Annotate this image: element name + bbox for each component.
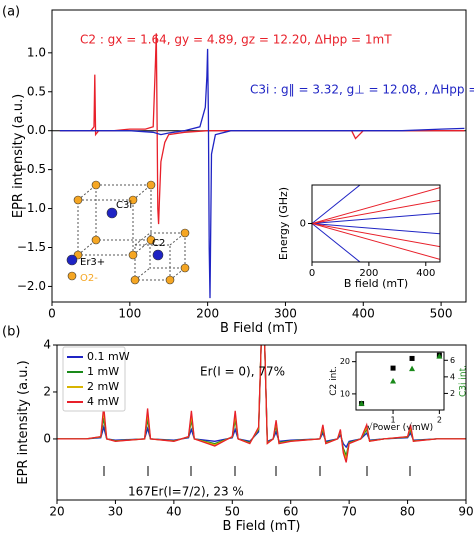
x-tick-label: 30 xyxy=(108,505,123,519)
y-axis-label: EPR intensity (a.u.) xyxy=(16,360,31,484)
y-tick-label: 0 xyxy=(300,219,306,230)
y-axis-label: C2 int. xyxy=(329,366,339,395)
series-line xyxy=(312,199,440,224)
x-axis-label: B field (mT) xyxy=(344,277,408,290)
annotation: C2 : gx = 1.64, gy = 4.89, gz = 12.20, Δ… xyxy=(80,33,392,47)
panel-label: (a) xyxy=(2,5,20,20)
y2-tick-label: 4 xyxy=(450,372,455,381)
series-line xyxy=(312,223,361,262)
x-tick-label: 50 xyxy=(225,505,240,519)
x-tick-label: 40 xyxy=(166,505,181,519)
marker xyxy=(409,365,416,372)
y-tick-label: 1.0 xyxy=(27,45,46,59)
series-line xyxy=(312,223,440,235)
x-tick-label: 500 xyxy=(430,307,453,321)
y2-tick-label: 2 xyxy=(450,389,455,398)
annotation: 167Er(I=7/2), 23 % xyxy=(128,485,244,499)
y-tick-label: −0.5 xyxy=(17,162,46,176)
axes-frame xyxy=(355,351,445,411)
inset-background xyxy=(356,352,444,410)
crystal-label: Er3+ xyxy=(80,257,105,268)
marker xyxy=(390,365,396,371)
legend-label: 1 mW xyxy=(87,365,119,378)
x-tick-label: 400 xyxy=(416,268,435,279)
x-axis-label: B Field (mT) xyxy=(223,519,301,534)
x-tick-label: 60 xyxy=(283,505,298,519)
y-tick-label: 4 xyxy=(43,338,51,352)
x-tick-label: 0 xyxy=(309,268,315,279)
y-tick-label: 0.5 xyxy=(27,84,46,98)
y-tick-label: 0.0 xyxy=(27,123,46,137)
marker xyxy=(436,353,443,359)
x-tick-label: 0 xyxy=(48,307,56,321)
y-tick-label: 20 xyxy=(340,357,350,366)
crystal-label: C3i xyxy=(116,200,132,211)
series-line xyxy=(57,345,466,463)
y-tick-label: −2.0 xyxy=(17,279,46,293)
series-line xyxy=(59,33,465,225)
inset-background xyxy=(312,185,440,262)
plot-area xyxy=(312,185,440,262)
y-tick-label: 2 xyxy=(43,384,51,398)
annotation: Er(I = 0), 77% xyxy=(200,365,285,379)
plot-area xyxy=(52,33,466,299)
x-tick-label: 400 xyxy=(352,307,375,321)
x-tick-label: 70 xyxy=(342,505,357,519)
axes-frame xyxy=(56,344,467,501)
x-axis-label: √Power (√mW) xyxy=(367,422,433,433)
annotation: C3i : g‖ = 3.32, g⊥ = 12.08, , ΔHpp = 1m… xyxy=(250,83,474,97)
x-axis-label: B Field (mT) xyxy=(220,321,298,336)
legend-box xyxy=(62,346,126,412)
series-line xyxy=(59,48,465,299)
marker xyxy=(390,378,397,384)
peak-arrows xyxy=(103,466,411,476)
x-tick-label: 20 xyxy=(49,505,64,519)
x-tick-label: 200 xyxy=(196,307,219,321)
y-tick-label: −1.5 xyxy=(17,240,46,254)
plot-area xyxy=(358,352,443,407)
plot-area xyxy=(57,345,466,463)
y-tick-label: 10 xyxy=(340,389,350,398)
x-tick-label: 100 xyxy=(118,307,141,321)
y-tick-label: 0 xyxy=(43,431,51,445)
x-tick-label: 200 xyxy=(359,268,378,279)
series-line xyxy=(312,185,361,224)
marker xyxy=(409,355,415,361)
y-axis-label: EPR intensity (a.u.) xyxy=(11,94,26,218)
x-tick-label: 1 xyxy=(391,415,396,424)
axes-frame xyxy=(51,9,467,303)
crystal-atoms xyxy=(66,180,190,285)
axes-frame xyxy=(311,184,441,263)
legend-label: 4 mW xyxy=(87,395,119,408)
series-line xyxy=(312,187,440,224)
y-axis-label: Energy (GHz) xyxy=(277,187,290,260)
y-tick-label: −1.0 xyxy=(17,201,46,215)
x-tick-label: 80 xyxy=(400,505,415,519)
legend-label: 0.1 mW xyxy=(87,350,130,363)
series-line xyxy=(312,212,440,224)
panel-label: (b) xyxy=(2,325,20,340)
y2-tick-label: 6 xyxy=(450,356,455,365)
x-tick-label: 300 xyxy=(274,307,297,321)
x-tick-label: 2 xyxy=(437,415,442,424)
series-line xyxy=(312,223,440,260)
series-line xyxy=(312,223,440,248)
legend-label: 2 mW xyxy=(87,380,119,393)
marker xyxy=(358,400,365,406)
y2-axis-label: C3i int. xyxy=(459,365,469,397)
crystal-label: O2- xyxy=(80,273,98,284)
crystal-label: C2 xyxy=(152,238,165,249)
x-tick-label: 90 xyxy=(458,505,473,519)
